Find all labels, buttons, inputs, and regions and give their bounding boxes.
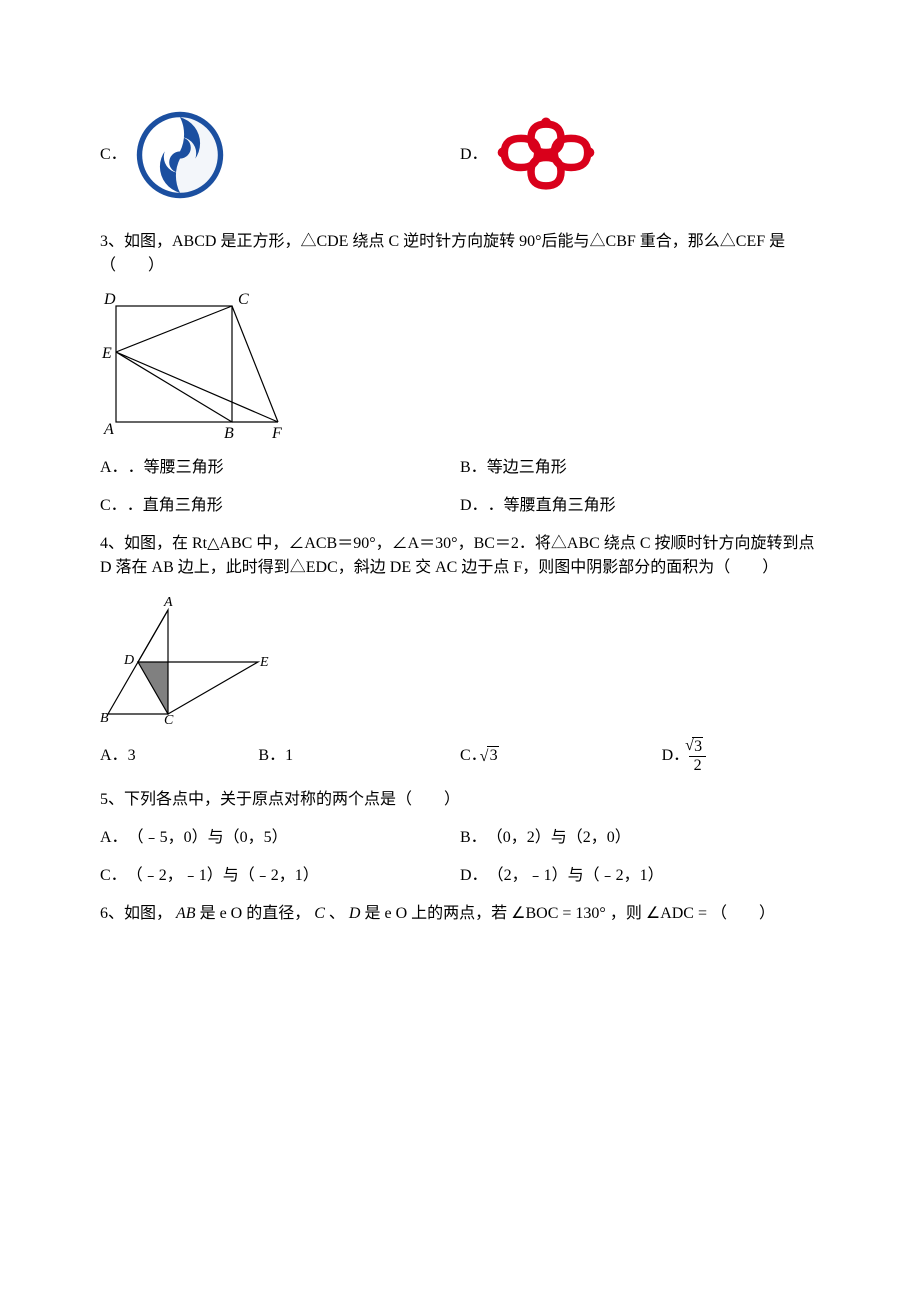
opt-label: B． [460,826,487,850]
q5-options-cd: C． （﹣2，﹣1）与（﹣2，1） D． （2，﹣1）与（﹣2，1） [100,864,820,888]
q5-text-content: 5、下列各点中，关于原点对称的两个点是（ ） [100,791,460,808]
svg-text:D: D [103,292,116,308]
q3-option-a: A． ．等腰三角形 [100,456,460,480]
q6-text: 6、如图， AB 是 e O 的直径， C 、 D 是 e O 上的两点，若 ∠… [100,902,820,926]
svg-text:A: A [163,595,173,610]
sqrt-val: 3 [488,747,498,764]
q6-seg2: C [314,905,325,922]
logo-d-icon [496,115,596,195]
q6-mid4: ，则 [610,905,642,922]
q6-mid3: 是 e O 上的两点，若 [364,905,507,922]
logo-c-icon [135,110,225,200]
svg-text:A: A [103,421,114,438]
q6-angle1: ∠BOC = 130° [511,905,606,922]
svg-text:D: D [123,653,134,668]
q2-option-c: C． [100,110,460,200]
opt-label: C． [100,864,127,888]
q5-option-a: A． （﹣5，0）与（0，5） [100,826,460,850]
q6-seg3: D [349,905,361,922]
opt-text: ．等腰直角三角形 [488,494,616,518]
svg-text:B: B [100,711,109,724]
svg-text:F: F [271,425,282,442]
option-label-d: D． [460,143,488,167]
q4-option-a: A． 3 [100,744,258,768]
frac-den: 2 [689,757,706,775]
svg-text:E: E [101,345,112,362]
svg-text:E: E [259,655,269,670]
q3-figure: D C A B E F [100,292,290,442]
q3-text-content: 3、如图，ABCD 是正方形，△CDE 绕点 C 逆时针方向旋转 90°后能与△… [100,233,785,274]
opt-label: D． [460,864,488,888]
q6-prefix: 6、如图， [100,905,172,922]
q5-option-b: B． （0，2）与（2，0） [460,826,820,850]
opt-text: （0，2）与（2，0） [487,826,631,850]
opt-text: （﹣2，﹣1）与（﹣2，1） [127,864,319,888]
q6-seg1: AB [176,905,196,922]
q4-options: A． 3 B． 1 C． √ 3 D． √ 3 2 [100,738,820,774]
opt-text: 1 [285,744,293,768]
opt-text: 3 [128,744,136,768]
q4-figure: B C A D E [100,594,280,724]
q6-tail: （ ） [711,905,775,922]
opt-label: B． [258,744,285,768]
opt-text: ．直角三角形 [127,494,223,518]
opt-text: ．等腰三角形 [128,456,224,480]
q3-text: 3、如图，ABCD 是正方形，△CDE 绕点 C 逆时针方向旋转 90°后能与△… [100,230,820,278]
q3-option-b: B． 等边三角形 [460,456,820,480]
opt-text: 等边三角形 [487,456,567,480]
q3-options-ab: A． ．等腰三角形 B． 等边三角形 [100,456,820,480]
opt-label: B． [460,456,487,480]
opt-label: A． [100,826,128,850]
q6-angle2: ∠ADC = [646,905,707,922]
opt-label: A． [100,744,128,768]
q2-option-d: D． [460,110,820,200]
option-label-c: C． [100,143,127,167]
opt-text: （﹣5，0）与（0，5） [128,826,288,850]
q6-mid2: 、 [329,905,345,922]
q3-option-c: C． ．直角三角形 [100,494,460,518]
opt-text: （2，﹣1）与（﹣2，1） [488,864,664,888]
q5-option-d: D． （2，﹣1）与（﹣2，1） [460,864,820,888]
q4-text: 4、如图，在 Rt△ABC 中，∠ACB＝90°，∠A＝30°，BC＝2．将△A… [100,532,820,580]
svg-text:B: B [224,425,234,442]
q4-text-content: 4、如图，在 Rt△ABC 中，∠ACB＝90°，∠A＝30°，BC＝2．将△A… [100,535,815,576]
q3-option-d: D． ．等腰直角三角形 [460,494,820,518]
opt-text: √ 3 [487,744,499,768]
q4-option-d: D． √ 3 2 [662,738,820,774]
svg-text:C: C [238,292,249,308]
q6-mid1: 是 e O 的直径， [200,905,311,922]
opt-label: D． [460,494,488,518]
opt-fraction: √ 3 2 [689,738,706,774]
svg-text:C: C [164,713,174,724]
opt-label: A． [100,456,128,480]
opt-label: C． [100,494,127,518]
q5-options-ab: A． （﹣5，0）与（0，5） B． （0，2）与（2，0） [100,826,820,850]
q3-options-cd: C． ．直角三角形 D． ．等腰直角三角形 [100,494,820,518]
q4-option-b: B． 1 [258,744,460,768]
q2-options-cd: C． D． [100,110,820,200]
q5-option-c: C． （﹣2，﹣1）与（﹣2，1） [100,864,460,888]
q5-text: 5、下列各点中，关于原点对称的两个点是（ ） [100,788,820,812]
q4-option-c: C． √ 3 [460,744,662,768]
